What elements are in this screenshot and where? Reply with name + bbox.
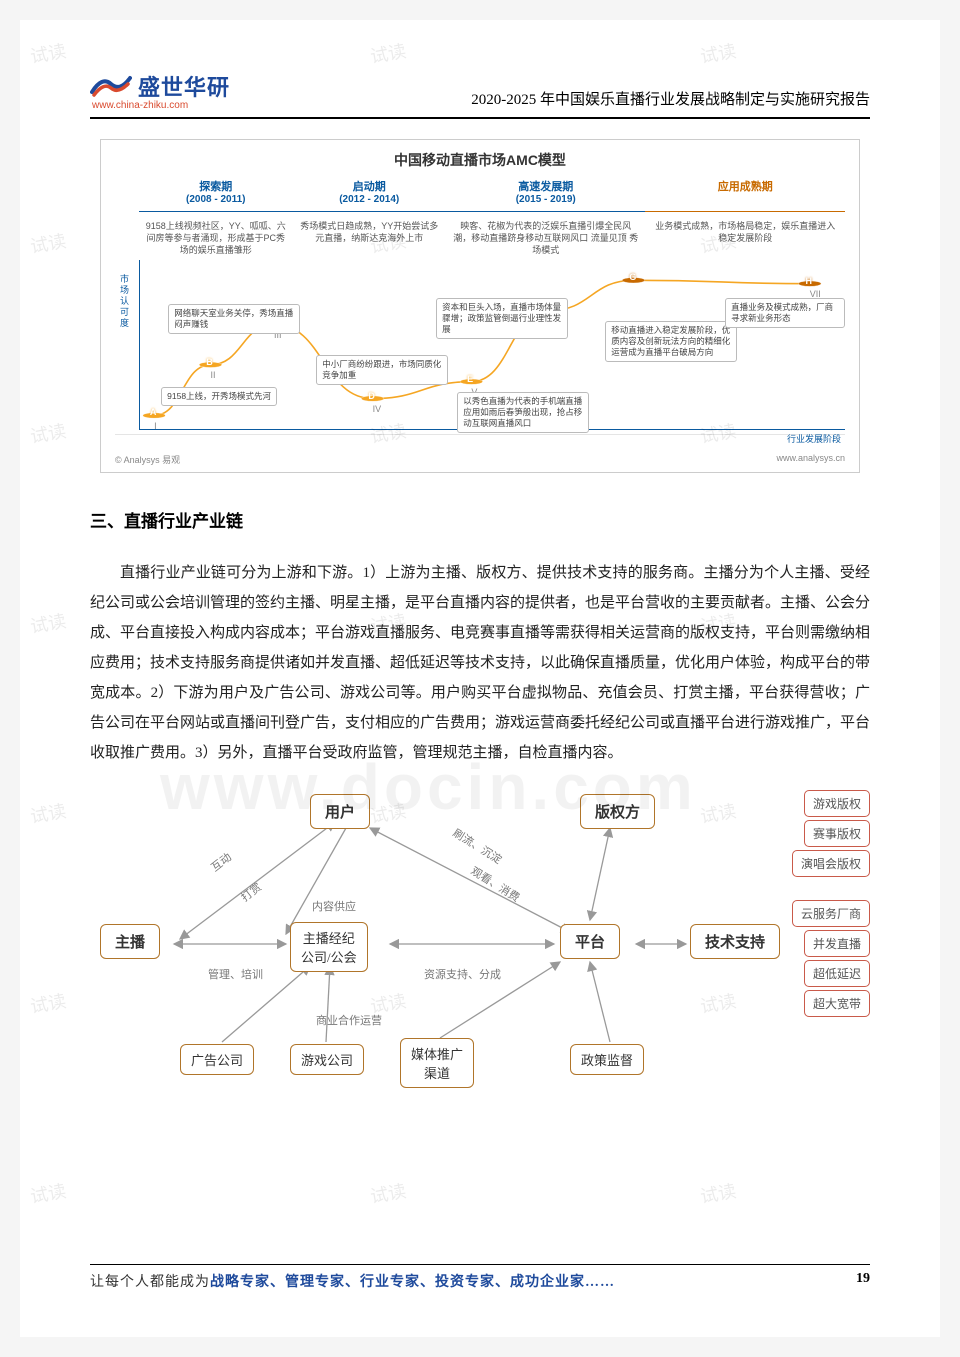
amc-node-letter: G — [629, 272, 636, 282]
chain-side-item: 游戏版权 — [804, 790, 870, 817]
amc-phase-1: 启动期 (2012 - 2014) — [292, 176, 445, 212]
motto-roles: 战略专家、管理专家、行业专家、投资专家、成功企业家…… — [210, 1275, 615, 1290]
motto-prefix: 让每个人都能成为 — [90, 1275, 210, 1290]
footer-motto: 让每个人都能成为战略专家、管理专家、行业专家、投资专家、成功企业家…… — [90, 1271, 615, 1291]
chain-side-item: 超大宽带 — [804, 990, 870, 1017]
amc-phase-3: 应用成熟期 — [645, 176, 845, 212]
logo-url: www.china-zhiku.com — [92, 100, 188, 111]
chain-node-platform: 平台 — [560, 924, 620, 959]
phase-desc: 映客、花椒为代表的泛娱乐直播引爆全民风潮，移动直播跻身移动互联网风口 流量见顶 … — [446, 216, 646, 256]
amc-callout: 资本和巨头入场，直播市场体量骤增；政策监管倒逼行业理性发展 — [436, 298, 568, 339]
logo-text: 盛世华研 — [138, 70, 230, 102]
amc-node-letter: A — [150, 407, 157, 417]
amc-footer: © Analysys 易观 www.analysys.cn — [115, 434, 845, 466]
amc-chart: 中国移动直播市场AMC模型 探索期 (2008 - 2011) 启动期 (201… — [100, 139, 860, 473]
amc-node-roman: II — [211, 370, 216, 380]
chain-node-rights: 版权方 — [580, 794, 655, 829]
chain-node-user: 用户 — [310, 794, 370, 829]
chain-node-media: 媒体推广渠道 — [400, 1038, 474, 1088]
chain-side-item: 并发直播 — [804, 930, 870, 957]
chain-edge-label: 内容供应 — [312, 898, 356, 914]
header-title: 2020-2025 年中国娱乐直播行业发展战略制定与实施研究报告 — [230, 88, 870, 111]
amc-source-left: © Analysys 易观 — [115, 453, 180, 466]
chain-node-ad: 广告公司 — [180, 1044, 254, 1075]
chain-edge-label: 资源支持、分成 — [424, 966, 501, 982]
chain-side-item: 超低延迟 — [804, 960, 870, 987]
phase-desc: 9158上线视频社区，YY、呱呱、六间房等参与者涌现，形成基于PC秀场的娱乐直播… — [139, 216, 292, 256]
amc-callout: 9158上线，开秀场模式先河 — [161, 387, 277, 406]
amc-x-axis-label: 行业发展阶段 — [787, 432, 841, 445]
amc-callout: 中小厂商纷纷跟进，市场同质化竞争加重 — [316, 355, 448, 385]
page-number: 19 — [856, 1271, 870, 1291]
amc-title: 中国移动直播市场AMC模型 — [115, 150, 845, 170]
amc-node-letter: E — [467, 374, 473, 384]
phase-name: 高速发展期 — [518, 181, 573, 193]
chain-node-policy: 政策监督 — [570, 1044, 644, 1075]
logo-block: 盛世华研 www.china-zhiku.com — [90, 70, 230, 111]
chain-edge-label: 管理、培训 — [208, 966, 263, 982]
amc-callout: 以秀色直播为代表的手机端直播应用如雨后春笋般出现，抢占移动互联网直播风口 — [457, 392, 589, 433]
amc-callout: 网络聊天室业务关停，秀场直播闷声赚钱 — [168, 304, 300, 334]
chain-side-item: 演唱会版权 — [792, 850, 870, 877]
document-page: 盛世华研 www.china-zhiku.com 2020-2025 年中国娱乐… — [20, 20, 940, 1337]
chain-node-game: 游戏公司 — [290, 1044, 364, 1075]
amc-node-letter: B — [206, 357, 213, 367]
amc-desc-row: 9158上线视频社区，YY、呱呱、六间房等参与者涌现，形成基于PC秀场的娱乐直播… — [115, 216, 845, 256]
chain-edge-label: 商业合作运营 — [316, 1012, 382, 1028]
phase-years: (2012 - 2014) — [292, 194, 445, 205]
amc-node-roman: I — [154, 421, 157, 431]
amc-callout: 移动直播进入稳定发展阶段，优质内容及创新玩法方向的精细化运营成为直播平台破局方向 — [605, 321, 737, 362]
chain-side-item: 赛事版权 — [804, 820, 870, 847]
phase-years: (2015 - 2019) — [446, 194, 646, 205]
page-footer: 让每个人都能成为战略专家、管理专家、行业专家、投资专家、成功企业家…… 19 — [90, 1264, 870, 1291]
chain-side-item: 云服务厂商 — [792, 900, 870, 927]
chain-node-host: 主播 — [100, 924, 160, 959]
amc-y-axis-label: 市场认可度 — [118, 274, 131, 329]
amc-phase-row: 探索期 (2008 - 2011) 启动期 (2012 - 2014) 高速发展… — [115, 176, 845, 212]
amc-node-letter: H — [806, 276, 813, 286]
amc-phase-2: 高速发展期 (2015 - 2019) — [446, 176, 646, 212]
chain-node-agency: 主播经纪公司/公会 — [290, 922, 368, 972]
page-header: 盛世华研 www.china-zhiku.com 2020-2025 年中国娱乐… — [90, 70, 870, 119]
body-paragraph: 直播行业产业链可分为上游和下游。1）上游为主播、版权方、提供技术支持的服务商。主… — [90, 558, 870, 768]
value-chain-diagram: 用户版权方主播主播经纪公司/公会平台技术支持广告公司游戏公司媒体推广渠道政策监督… — [90, 794, 870, 1084]
phase-name: 启动期 — [353, 181, 386, 193]
phase-desc: 秀场模式日趋成熟，YY开始尝试多元直播，纳斯达克海外上市 — [292, 216, 445, 256]
amc-curve-area: 市场认可度 行业发展阶段 IAIIBIIICIVDVEVIFGVIIH9158上… — [139, 260, 845, 430]
section-heading: 三、直播行业产业链 — [90, 507, 870, 532]
amc-callout: 直播业务及模式成熟，厂商寻求新业务形态 — [725, 298, 845, 328]
logo-icon — [90, 72, 132, 100]
amc-phase-0: 探索期 (2008 - 2011) — [139, 176, 292, 212]
phase-years: (2008 - 2011) — [139, 194, 292, 205]
amc-node-letter: D — [368, 391, 375, 401]
phase-desc: 业务模式成熟，市场格局稳定，娱乐直播进入稳定发展阶段 — [645, 216, 845, 256]
phase-name: 探索期 — [199, 181, 232, 193]
amc-node-roman: IV — [373, 404, 382, 414]
chain-node-tech: 技术支持 — [690, 924, 780, 959]
phase-name: 应用成熟期 — [718, 181, 773, 193]
amc-source-right: www.analysys.cn — [776, 453, 845, 466]
logo: 盛世华研 — [90, 70, 230, 102]
